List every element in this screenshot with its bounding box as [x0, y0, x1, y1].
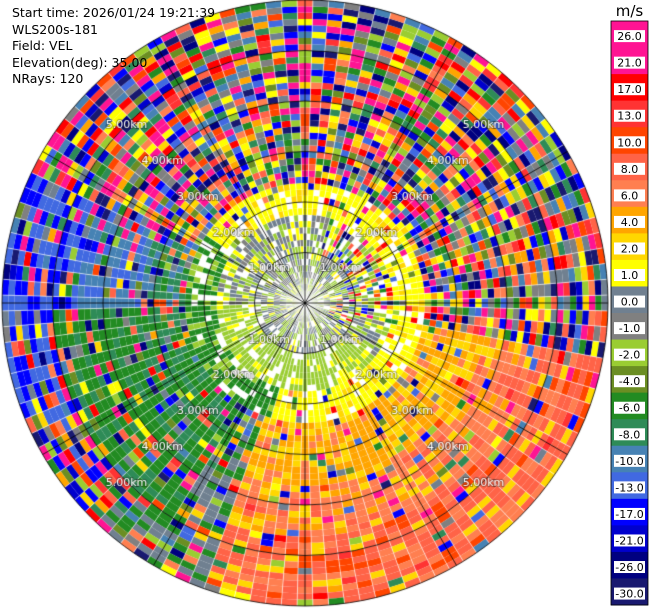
colorbar-label-bg — [614, 109, 645, 122]
colorbar-label-bg — [614, 507, 645, 520]
colorbar-tick-label: -17.0 — [615, 508, 643, 521]
colorbar-tick-label: -8.0 — [619, 428, 640, 441]
start-time: Start time: 2026/01/24 19:21:39 — [12, 5, 216, 20]
colorbar-tick-label: 26.0 — [617, 30, 642, 43]
colorbar-label-bg — [614, 534, 645, 547]
colorbar-tick-label: -10.0 — [615, 455, 643, 468]
colorbar-tick-label: 0.0 — [621, 296, 639, 309]
colorbar-label-bg — [614, 189, 645, 202]
header-info: Start time: 2026/01/24 19:21:39 WLS200s-… — [12, 5, 215, 88]
colorbar-label-bg — [614, 587, 645, 600]
colorbar-tick-label: 21.0 — [617, 57, 642, 70]
colorbar-tick-label: 8.0 — [621, 163, 639, 176]
colorbar-tick-label: -26.0 — [615, 561, 643, 574]
colorbar-tick-label: 6.0 — [621, 189, 639, 202]
colorbar-label-bg — [614, 269, 645, 282]
colorbar-label-bg — [614, 401, 645, 414]
colorbar-tick-label: -2.0 — [619, 349, 640, 362]
colorbar-label-bg — [614, 162, 645, 175]
colorbar-tick-label: -21.0 — [615, 534, 643, 547]
colorbar-label-bg — [614, 56, 645, 69]
colorbar-label-bg — [614, 83, 645, 96]
colorbar-label-bg — [614, 136, 645, 149]
colorbar-label-bg — [614, 561, 645, 574]
colorbar-tick-label: -6.0 — [619, 402, 640, 415]
colorbar-outline — [610, 20, 649, 606]
colorbar-tick-label: -1.0 — [619, 322, 640, 335]
colorbar-tick-label: 4.0 — [621, 216, 639, 229]
colorbar-label-bg — [614, 30, 645, 43]
nrays: NRays: 120 — [12, 71, 84, 86]
colorbar-tick-label: 10.0 — [617, 136, 642, 149]
colorbar-label-bg — [614, 242, 645, 255]
elevation: Elevation(deg): 35.00 — [12, 54, 148, 70]
colorbar-tick-label: -4.0 — [619, 375, 640, 388]
colorbar-tick-label: -13.0 — [615, 481, 643, 494]
colorbar-label-bg — [614, 295, 645, 308]
colorbar-tick-label: 2.0 — [621, 242, 639, 255]
colorbar-label-bg — [614, 215, 645, 228]
field-name: Field: VEL — [12, 38, 73, 53]
colorbar-tick-label: 13.0 — [617, 110, 642, 123]
colorbar-tick-label: 17.0 — [617, 83, 642, 96]
station-id: WLS200s-181 — [12, 21, 98, 37]
colorbar-label-bg — [614, 428, 645, 441]
colorbar-tick-label: 1.0 — [621, 269, 639, 282]
colorbar-label-bg — [614, 481, 645, 494]
colorbar-label-bg — [614, 348, 645, 361]
colorbar-label-bg — [614, 322, 645, 335]
colorbar-unit: m/s — [616, 2, 644, 20]
colorbar-label-bg — [614, 454, 645, 467]
colorbar-label-bg — [614, 375, 645, 388]
colorbar-tick-label: -30.0 — [615, 588, 643, 601]
